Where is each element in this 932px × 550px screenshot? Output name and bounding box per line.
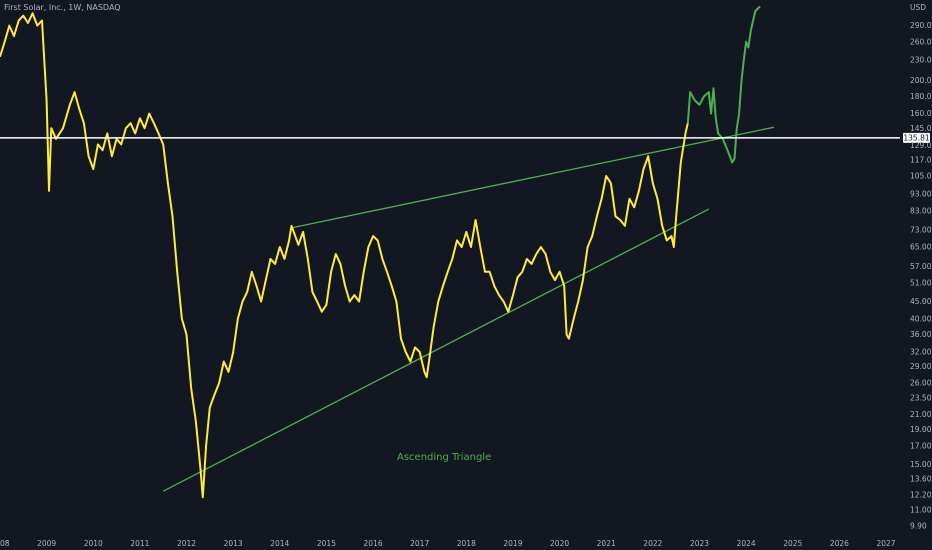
symbol-title: First Solar, Inc., 1W, NASDAQ (4, 3, 121, 12)
y-tick-label: 73.00 (910, 225, 932, 234)
y-tick-label: 36.00 (910, 330, 932, 339)
series-layer (0, 5, 761, 499)
x-tick-label: 2009 (37, 539, 56, 548)
y-tick-label: 32.00 (910, 348, 932, 357)
x-tick-label: 2008 (0, 539, 10, 548)
x-tick-label: 2014 (270, 539, 289, 548)
y-tick-label: 260.00 (910, 37, 932, 46)
y-tick-label: 129.00 (910, 141, 932, 150)
y-tick-label: 19.00 (910, 425, 932, 434)
y-tick-label: 11.00 (910, 506, 932, 515)
y-tick-label: 230.00 (910, 55, 932, 64)
x-tick-label: 2023 (690, 539, 709, 548)
y-tick-label: 9.90 (910, 521, 927, 530)
y-tick-label: 13.60 (910, 474, 932, 483)
x-tick-label: 2013 (224, 539, 243, 548)
x-axis[interactable]: 2008 2009 2010 2011 2012 2013 2014 2015 2016 2017… (0, 539, 896, 548)
y-tick-label: 83.00 (910, 206, 932, 215)
price-series-line-1 (0, 12, 689, 499)
y-tick-label: 65.00 (910, 243, 932, 252)
y-tick-label: 160.00 (910, 109, 932, 118)
trendline-layer (162, 126, 775, 492)
currency-label: USD (910, 3, 926, 12)
horizontal-level-layer: 135.81 (0, 132, 930, 143)
x-tick-label: 2027 (876, 539, 895, 548)
annotation-layer: Ascending Triangle (397, 452, 491, 463)
y-tick-label: 23.50 (910, 393, 932, 402)
y-tick-label: 105.00 (910, 172, 932, 181)
y-tick-label: 15.00 (910, 460, 932, 469)
x-tick-label: 2022 (643, 539, 662, 548)
y-tick-label: 12.20 (910, 490, 932, 499)
trendline-lower[interactable] (162, 208, 710, 492)
y-tick-label: 180.00 (910, 92, 932, 101)
x-tick-label: 2015 (317, 539, 336, 548)
y-tick-label: 51.00 (910, 279, 932, 288)
price-level-label: 135.81 (903, 134, 929, 143)
y-tick-label: 26.00 (910, 378, 932, 387)
trendline-upper[interactable] (291, 126, 775, 229)
y-tick-label: 45.00 (910, 297, 932, 306)
x-tick-label: 2026 (830, 539, 849, 548)
y-tick-label: 40.00 (910, 315, 932, 324)
y-tick-label: 29.00 (910, 362, 932, 371)
price-series-line-2 (686, 5, 761, 164)
y-tick-label: 21.00 (910, 410, 932, 419)
x-tick-label: 2021 (597, 539, 616, 548)
x-tick-label: 2020 (550, 539, 569, 548)
price-level-tag (903, 132, 930, 143)
x-tick-label: 2018 (457, 539, 476, 548)
y-tick-label: 200.00 (910, 76, 932, 85)
y-tick-label: 290.00 (910, 21, 932, 30)
y-axis[interactable]: USD 290.00 260.00 230.00 200.00 180.00 160.00 1… (910, 3, 932, 530)
y-tick-label: 117.00 (910, 156, 932, 165)
x-tick-label: 2016 (364, 539, 383, 548)
x-tick-label: 2019 (503, 539, 522, 548)
x-tick-label: 2012 (177, 539, 196, 548)
y-tick-label: 17.00 (910, 441, 932, 450)
x-tick-label: 2010 (84, 539, 103, 548)
annotation-label: Ascending Triangle (397, 452, 491, 463)
x-tick-label: 2024 (737, 539, 756, 548)
y-tick-label: 93.00 (910, 190, 932, 199)
y-tick-label: 145.00 (910, 124, 932, 133)
x-tick-label: 2025 (783, 539, 802, 548)
y-tick-label: 57.00 (910, 262, 932, 271)
x-tick-label: 2011 (130, 539, 149, 548)
x-tick-label: 2017 (410, 539, 429, 548)
